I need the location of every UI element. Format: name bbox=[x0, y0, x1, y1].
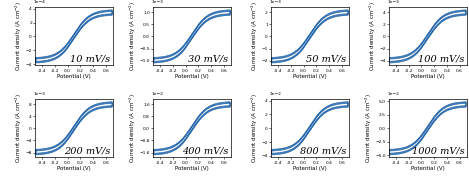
X-axis label: Potential (V): Potential (V) bbox=[57, 166, 91, 171]
Text: 1000 mV/s: 1000 mV/s bbox=[412, 146, 464, 155]
X-axis label: Potential (V): Potential (V) bbox=[175, 166, 209, 171]
Text: 10 mV/s: 10 mV/s bbox=[70, 54, 111, 63]
Y-axis label: Current density (A cm$^{-2}$): Current density (A cm$^{-2}$) bbox=[128, 93, 138, 163]
X-axis label: Potential (V): Potential (V) bbox=[175, 74, 209, 79]
Text: 800 mV/s: 800 mV/s bbox=[300, 146, 347, 155]
X-axis label: Potential (V): Potential (V) bbox=[293, 74, 327, 79]
Text: 30 mV/s: 30 mV/s bbox=[188, 54, 228, 63]
X-axis label: Potential (V): Potential (V) bbox=[411, 166, 445, 171]
Y-axis label: Current density (A cm$^{-2}$): Current density (A cm$^{-2}$) bbox=[363, 93, 374, 163]
Y-axis label: Current density (A cm$^{-2}$): Current density (A cm$^{-2}$) bbox=[128, 1, 138, 71]
Y-axis label: Current density (A cm$^{-2}$): Current density (A cm$^{-2}$) bbox=[368, 1, 378, 71]
X-axis label: Potential (V): Potential (V) bbox=[57, 74, 91, 79]
X-axis label: Potential (V): Potential (V) bbox=[411, 74, 445, 79]
Text: 50 mV/s: 50 mV/s bbox=[306, 54, 347, 63]
Y-axis label: Current density (A cm$^{-2}$): Current density (A cm$^{-2}$) bbox=[250, 93, 260, 163]
Y-axis label: Current density (A cm$^{-2}$): Current density (A cm$^{-2}$) bbox=[14, 93, 24, 163]
X-axis label: Potential (V): Potential (V) bbox=[293, 166, 327, 171]
Y-axis label: Current density (A cm$^{-2}$): Current density (A cm$^{-2}$) bbox=[14, 1, 24, 71]
Y-axis label: Current density (A cm$^{-2}$): Current density (A cm$^{-2}$) bbox=[250, 1, 260, 71]
Text: 200 mV/s: 200 mV/s bbox=[64, 146, 111, 155]
Text: 400 mV/s: 400 mV/s bbox=[182, 146, 228, 155]
Text: 100 mV/s: 100 mV/s bbox=[418, 54, 464, 63]
